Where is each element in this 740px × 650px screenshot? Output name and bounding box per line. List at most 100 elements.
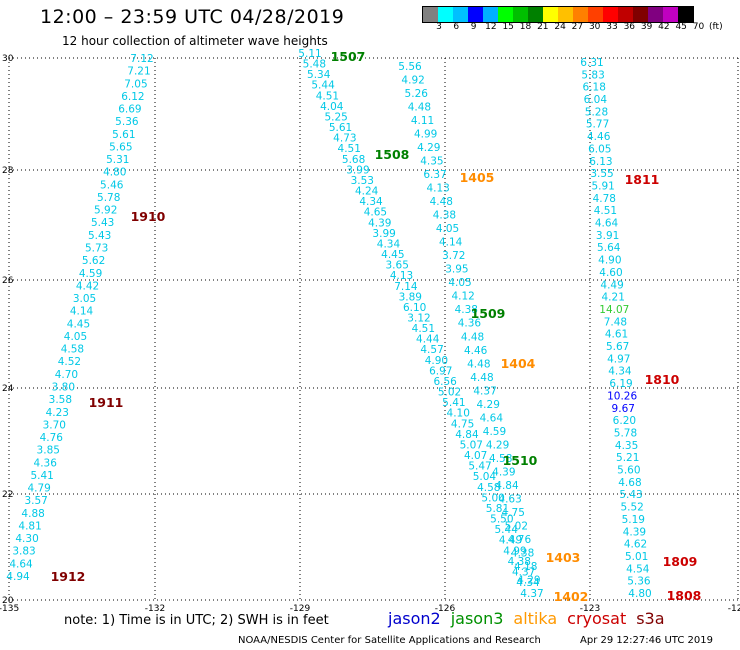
wave-height-value: 5.34	[307, 69, 331, 81]
pass-label: 1810	[645, 372, 680, 387]
map-grid	[8, 57, 739, 601]
wave-height-value: 4.70	[55, 369, 78, 381]
wave-height-value: 4.18	[514, 561, 537, 573]
wave-height-value: 4.11	[411, 115, 434, 127]
wave-height-value: 4.14	[70, 306, 94, 318]
wave-height-value: 4.99	[503, 545, 526, 557]
wave-height-value: 5.65	[109, 141, 132, 153]
wave-height-value: 4.38	[455, 304, 478, 316]
wave-height-value: 5.01	[625, 551, 648, 563]
pass-label: 1510	[503, 453, 538, 468]
wave-height-value: 4.45	[381, 249, 404, 261]
pass-label: 1811	[625, 172, 660, 187]
wave-height-value: 5.68	[342, 154, 365, 166]
wave-height-value: 4.45	[67, 318, 90, 330]
wave-height-value: 5.48	[303, 59, 326, 71]
wave-height-value: 5.21	[616, 452, 639, 464]
wave-height-value: 14.07	[599, 304, 629, 316]
wave-height-value: 4.48	[461, 331, 484, 343]
wave-height-value: 3.95	[445, 264, 468, 276]
legend-label: 33	[606, 22, 618, 32]
wave-height-value: 4.35	[615, 440, 638, 452]
pass-label: 1509	[471, 306, 506, 321]
latitude-tick-label: 24	[2, 384, 14, 394]
wave-height-value: 4.05	[436, 223, 459, 235]
wave-height-value: 4.62	[624, 539, 647, 551]
wave-height-value: 4.90	[425, 355, 448, 367]
wave-height-value: 4.78	[593, 193, 616, 205]
legend-swatch	[678, 7, 693, 22]
wave-height-value: 6.31	[580, 57, 603, 69]
wave-height-value: 4.51	[316, 90, 339, 102]
wave-height-value: 5.61	[112, 129, 135, 141]
legend-swatch	[588, 7, 603, 22]
map-subtitle: 12 hour collection of altimeter wave hei…	[62, 34, 328, 48]
wave-height-value: 5.78	[97, 192, 120, 204]
wave-height-value: 4.07	[464, 450, 487, 462]
wave-height-value: 4.37	[512, 566, 535, 578]
legend-swatch	[603, 7, 618, 22]
longitude-tick-label: -120	[728, 604, 740, 614]
wave-height-value: 4.59	[483, 426, 506, 438]
wave-height-value: 4.39	[492, 466, 515, 478]
wave-height-value: 7.05	[124, 78, 147, 90]
latitude-tick-label: 28	[2, 166, 14, 176]
legend-label: 70	[692, 22, 705, 32]
wave-height-value: 7.48	[604, 316, 627, 328]
wave-height-value: 4.37	[520, 588, 543, 600]
legend-label: 30	[588, 22, 601, 32]
wave-height-value: 4.52	[58, 356, 81, 368]
wave-height-value: 4.49	[600, 279, 623, 291]
legend-swatch	[513, 7, 528, 22]
wave-height-value: 7.21	[127, 66, 150, 78]
wave-height-value: 4.75	[451, 418, 474, 430]
wave-height-value: 5.83	[581, 69, 604, 81]
wave-height-value: 3.85	[37, 445, 60, 457]
legend-swatch	[528, 7, 543, 22]
pass-label: 1508	[375, 147, 410, 162]
wave-height-value: 6.19	[609, 378, 632, 390]
satellite-name: cryosat	[567, 609, 627, 628]
legend-label: 18	[519, 22, 532, 32]
wave-height-value: 4.14	[439, 237, 463, 249]
wave-height-value: 6.05	[588, 143, 611, 155]
wave-height-value: 7.14	[394, 281, 418, 293]
wave-height-value: 4.64	[9, 558, 33, 570]
legend-swatch	[438, 7, 453, 22]
color-legend-labels: 3 6 9 12 15 18 21 24 27 30 33 36 39 42 45 70 (ft)	[422, 22, 738, 34]
legend-label: 39	[640, 22, 653, 32]
wave-height-value: 4.35	[420, 156, 443, 168]
legend-swatch	[543, 7, 558, 22]
wave-height-value: 5.43	[91, 217, 114, 229]
wave-height-value: 5.73	[85, 243, 108, 255]
legend-label: 12	[485, 22, 497, 32]
wave-height-value: 4.65	[364, 207, 387, 219]
wave-height-value: 5.81	[486, 503, 509, 515]
wave-height-value: 5.07	[460, 439, 483, 451]
wave-height-value: 4.88	[21, 508, 44, 520]
legend-label: 36	[623, 22, 636, 32]
latitude-tick-label: 22	[2, 490, 13, 500]
wave-height-value: 4.68	[618, 477, 641, 489]
wave-height-value: 4.51	[412, 323, 435, 335]
pass-label: 1403	[546, 550, 581, 565]
wave-height-value: 3.55	[590, 168, 613, 180]
longitude-tick-label: -129	[290, 604, 311, 614]
wave-height-value: 4.34	[359, 196, 383, 208]
wave-height-value: 5.44	[495, 524, 519, 536]
wave-height-value: 4.61	[605, 329, 628, 341]
wave-height-value: 3.83	[12, 546, 35, 558]
wave-height-value: 4.58	[477, 482, 500, 494]
wave-height-value: 4.24	[355, 186, 379, 198]
footnote: note: 1) Time is in UTC; 2) SWH is in fe…	[64, 613, 329, 628]
wave-height-value: 5.91	[591, 180, 614, 192]
longitude-tick-label: -135	[0, 604, 19, 614]
wave-height-value: 4.76	[508, 534, 532, 546]
legend-label: 9	[470, 22, 477, 32]
wave-height-value: 4.39	[623, 526, 646, 538]
wave-height-value: 5.60	[617, 465, 640, 477]
legend-label: 6	[453, 22, 460, 32]
wave-height-value: 6.97	[429, 365, 452, 377]
wave-height-value: 6.56	[433, 376, 457, 388]
wave-height-value: 5.19	[622, 514, 645, 526]
